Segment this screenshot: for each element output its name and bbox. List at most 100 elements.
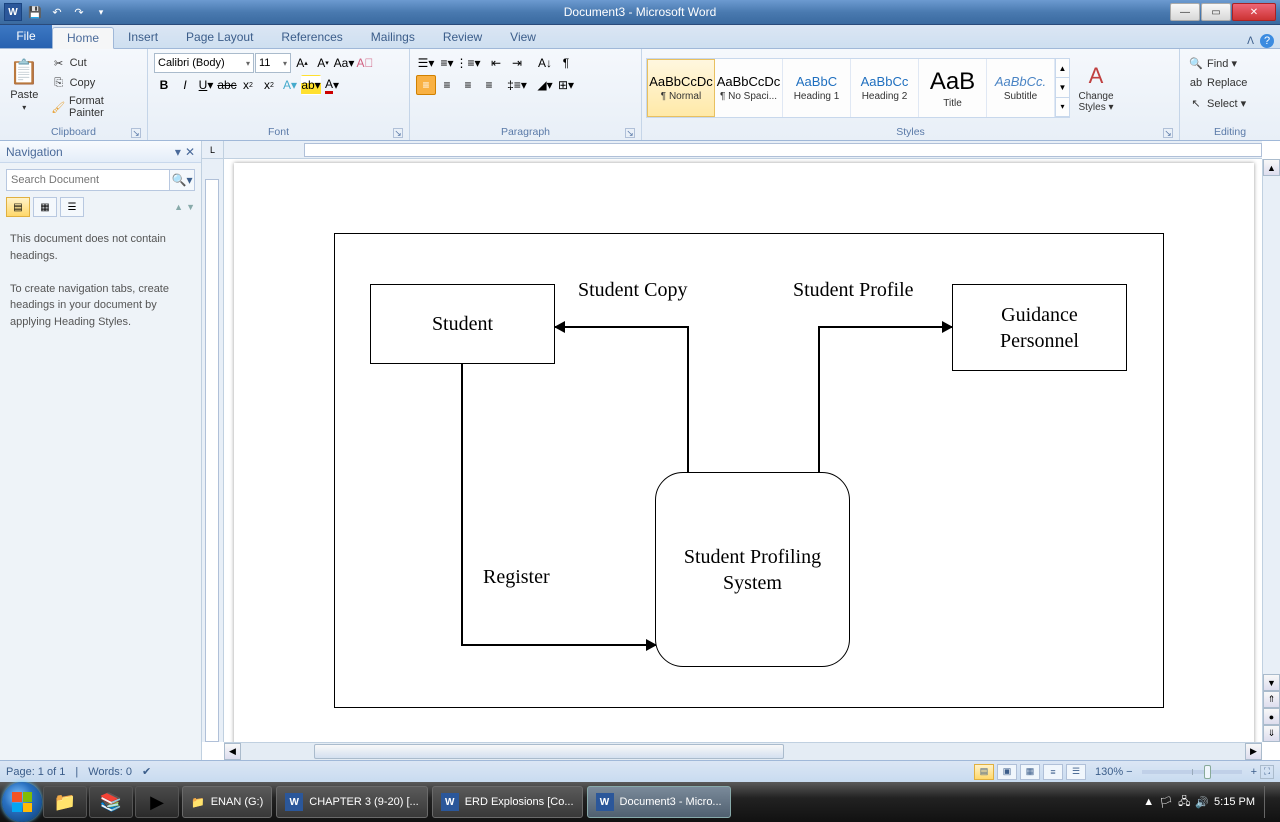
minimize-button[interactable]: — bbox=[1170, 3, 1200, 21]
replace-button[interactable]: abReplace bbox=[1184, 73, 1251, 93]
superscript-icon[interactable]: x2 bbox=[259, 75, 279, 95]
diagram-node[interactable]: GuidancePersonnel bbox=[952, 284, 1127, 371]
tray-flag-icon[interactable]: 🏳 bbox=[1159, 796, 1173, 809]
style-item[interactable]: AaBbCcDc¶ Normal bbox=[647, 59, 715, 117]
highlight-icon[interactable]: ab▾ bbox=[301, 75, 321, 95]
print-layout-view[interactable]: ▤ bbox=[974, 764, 994, 780]
style-item[interactable]: AaBbCcDc¶ No Spaci... bbox=[715, 59, 783, 117]
style-item[interactable]: AaBbCcHeading 2 bbox=[851, 59, 919, 117]
zoom-slider[interactable] bbox=[1142, 770, 1242, 774]
nav-tab-headings[interactable]: ▤ bbox=[6, 197, 30, 217]
multilevel-icon[interactable]: ⋮≡▾ bbox=[458, 53, 478, 73]
paste-button[interactable]: 📋 Paste ▾ bbox=[4, 51, 45, 119]
shading-icon[interactable]: ◢▾ bbox=[535, 75, 555, 95]
dec-indent-icon[interactable]: ⇤ bbox=[486, 53, 506, 73]
horizontal-scrollbar[interactable]: ◀ ▶ bbox=[224, 742, 1262, 760]
launcher-icon[interactable]: ↘ bbox=[625, 128, 635, 138]
text-effects-icon[interactable]: A▾ bbox=[280, 75, 300, 95]
page-status[interactable]: Page: 1 of 1 bbox=[6, 766, 65, 778]
font-size-combo[interactable]: 11▾ bbox=[255, 53, 291, 73]
launcher-icon[interactable]: ↘ bbox=[1163, 128, 1173, 138]
sort-icon[interactable]: A↓ bbox=[535, 53, 555, 73]
pinned-libraries[interactable]: 📚 bbox=[89, 786, 133, 818]
minimize-ribbon-icon[interactable]: ᐱ bbox=[1247, 36, 1254, 47]
select-button[interactable]: ↖Select ▾ bbox=[1184, 93, 1251, 113]
tab-mailings[interactable]: Mailings bbox=[357, 26, 429, 48]
style-item[interactable]: AaBbCHeading 1 bbox=[783, 59, 851, 117]
browse-object-icon[interactable]: ● bbox=[1263, 708, 1280, 725]
nav-tab-results[interactable]: ☰ bbox=[60, 197, 84, 217]
close-button[interactable]: ✕ bbox=[1232, 3, 1276, 21]
style-item[interactable]: AaBbCc.Subtitle bbox=[987, 59, 1055, 117]
page[interactable]: Student GuidancePersonnel Student Profilin… bbox=[234, 163, 1254, 742]
tab-view[interactable]: View bbox=[496, 26, 550, 48]
style-item[interactable]: AaBTitle bbox=[919, 59, 987, 117]
tab-home[interactable]: Home bbox=[52, 27, 114, 49]
outline-view[interactable]: ≡ bbox=[1043, 764, 1063, 780]
find-button[interactable]: 🔍Find ▾ bbox=[1184, 53, 1251, 73]
proofing-icon[interactable]: ✔ bbox=[142, 765, 151, 778]
tray-network-icon[interactable]: 🖧 bbox=[1178, 793, 1190, 812]
full-screen-view[interactable]: ▣ bbox=[997, 764, 1017, 780]
horizontal-ruler[interactable] bbox=[224, 141, 1262, 159]
taskbar-item[interactable]: WCHAPTER 3 (9-20) [... bbox=[276, 786, 427, 818]
tab-review[interactable]: Review bbox=[429, 26, 496, 48]
taskbar-item[interactable]: WERD Explosions [Co... bbox=[432, 786, 583, 818]
launcher-icon[interactable]: ↘ bbox=[131, 128, 141, 138]
styles-gallery[interactable]: AaBbCcDc¶ NormalAaBbCcDc¶ No Spaci...AaB… bbox=[646, 58, 1070, 118]
zoom-out-icon[interactable]: − bbox=[1126, 766, 1132, 778]
format-painter-button[interactable]: 🖌Format Painter bbox=[47, 93, 143, 121]
line-spacing-icon[interactable]: ‡≡▾ bbox=[507, 75, 527, 95]
start-button[interactable] bbox=[2, 782, 42, 822]
search-icon[interactable]: 🔍▾ bbox=[169, 169, 195, 191]
zoom-level[interactable]: 130% bbox=[1095, 766, 1123, 778]
scroll-down-icon[interactable]: ▼ bbox=[1263, 674, 1280, 691]
italic-icon[interactable]: I bbox=[175, 75, 195, 95]
borders-icon[interactable]: ⊞▾ bbox=[556, 75, 576, 95]
maximize-button[interactable]: ▭ bbox=[1201, 3, 1231, 21]
scroll-up-icon[interactable]: ▲ bbox=[1263, 159, 1280, 176]
clear-format-icon[interactable]: A⃠ bbox=[355, 53, 375, 73]
tray-up-icon[interactable]: ▲ bbox=[1143, 796, 1154, 808]
bold-icon[interactable]: B bbox=[154, 75, 174, 95]
expand-gallery-icon[interactable]: ▾ bbox=[1056, 98, 1069, 117]
scroll-down-icon[interactable]: ▼ bbox=[1056, 78, 1069, 97]
tray-clock[interactable]: 5:15 PM bbox=[1214, 796, 1255, 808]
pinned-explorer[interactable]: 📁 bbox=[43, 786, 87, 818]
change-styles-button[interactable]: A Change Styles ▾ bbox=[1072, 54, 1120, 122]
strike-icon[interactable]: abc bbox=[217, 75, 237, 95]
nav-prev-icon[interactable]: ▲ bbox=[174, 202, 183, 212]
diagram-node[interactable]: Student bbox=[370, 284, 555, 364]
nav-dropdown-icon[interactable]: ▾ bbox=[175, 145, 181, 159]
scroll-right-icon[interactable]: ▶ bbox=[1245, 743, 1262, 760]
ruler-toggle[interactable]: L bbox=[202, 141, 224, 159]
tab-file[interactable]: File bbox=[0, 24, 52, 48]
scroll-thumb[interactable] bbox=[314, 744, 784, 759]
taskbar-item[interactable]: WDocument3 - Micro... bbox=[587, 786, 731, 818]
tab-pagelayout[interactable]: Page Layout bbox=[172, 26, 267, 48]
web-layout-view[interactable]: ▦ bbox=[1020, 764, 1040, 780]
scroll-up-icon[interactable]: ▲ bbox=[1056, 59, 1069, 78]
next-page-icon[interactable]: ⇓ bbox=[1263, 725, 1280, 742]
vertical-ruler[interactable] bbox=[202, 159, 224, 742]
tab-references[interactable]: References bbox=[267, 26, 356, 48]
diagram-node[interactable]: Student ProfilingSystem bbox=[655, 472, 850, 667]
prev-page-icon[interactable]: ⇑ bbox=[1263, 691, 1280, 708]
taskbar-item[interactable]: 📁ENAN (G:) bbox=[182, 786, 272, 818]
fit-icon[interactable]: ⛶ bbox=[1260, 765, 1274, 779]
justify-icon[interactable]: ≡ bbox=[479, 75, 499, 95]
grow-font-icon[interactable]: A▴ bbox=[292, 53, 312, 73]
underline-icon[interactable]: U▾ bbox=[196, 75, 216, 95]
font-color-icon[interactable]: A▾ bbox=[322, 75, 342, 95]
numbering-icon[interactable]: ≡▾ bbox=[437, 53, 457, 73]
align-center-icon[interactable]: ≡ bbox=[437, 75, 457, 95]
nav-close-icon[interactable]: ✕ bbox=[185, 145, 195, 159]
show-desktop[interactable] bbox=[1264, 786, 1274, 818]
show-marks-icon[interactable]: ¶ bbox=[556, 53, 576, 73]
launcher-icon[interactable]: ↘ bbox=[393, 128, 403, 138]
search-input[interactable] bbox=[6, 169, 169, 191]
inc-indent-icon[interactable]: ⇥ bbox=[507, 53, 527, 73]
vertical-scrollbar[interactable]: ▲ ▼ ⇑ ● ⇓ bbox=[1262, 159, 1280, 742]
help-icon[interactable]: ? bbox=[1260, 34, 1274, 48]
font-name-combo[interactable]: Calibri (Body)▾ bbox=[154, 53, 254, 73]
